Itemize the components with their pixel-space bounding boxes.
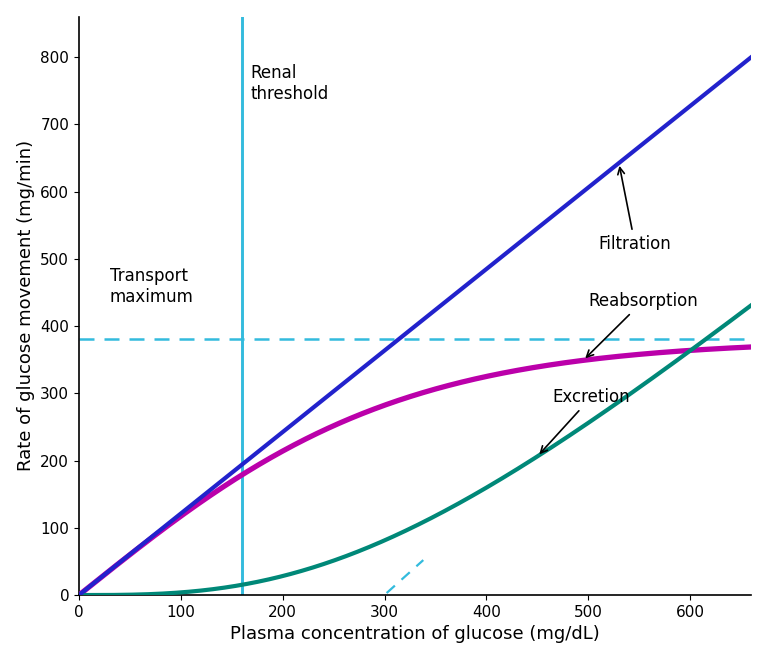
Text: Renal
threshold: Renal threshold — [250, 64, 329, 102]
Text: Transport
maximum: Transport maximum — [110, 267, 194, 306]
X-axis label: Plasma concentration of glucose (mg/dL): Plasma concentration of glucose (mg/dL) — [230, 625, 600, 644]
Y-axis label: Rate of glucose movement (mg/min): Rate of glucose movement (mg/min) — [17, 141, 35, 471]
Text: Excretion: Excretion — [541, 388, 631, 453]
Text: Filtration: Filtration — [598, 168, 671, 253]
Text: Reabsorption: Reabsorption — [587, 292, 698, 357]
